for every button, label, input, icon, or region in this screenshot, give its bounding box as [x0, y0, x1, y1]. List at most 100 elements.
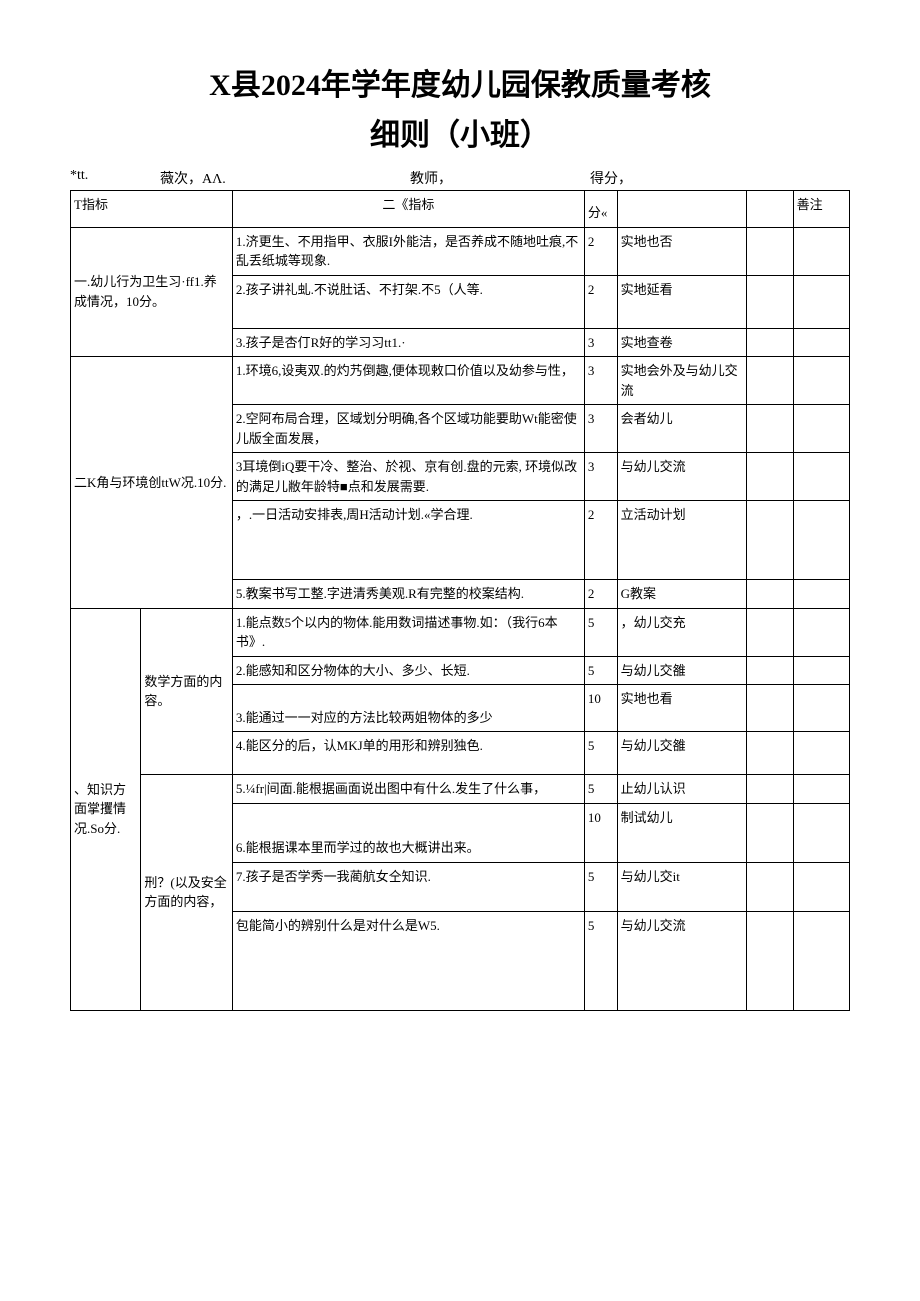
- cell-desc: ，.一日活动安排表,周H活动计划.«学合理.: [232, 501, 584, 580]
- cell-desc: 4.能区分的后，认MKJ单的用形和辨别独色.: [232, 732, 584, 775]
- cell-blank: [746, 275, 793, 328]
- table-row: 一.幼儿行为卫生习·ff1.养成情况，10分。 1.济更生、不用指甲、衣服I外能…: [71, 227, 850, 275]
- info-field-4: 得分，: [590, 168, 740, 188]
- cell-method: 止幼儿认识: [617, 775, 746, 804]
- cell-desc: 1.济更生、不用指甲、衣服I外能洁，是否养成不随地吐痕,不乱丢纸城等现象.: [232, 227, 584, 275]
- hdr-indicator2: 二《指标: [232, 191, 584, 228]
- cell-method: 实地也看: [617, 685, 746, 732]
- info-field-2: 薇次，AΛ.: [160, 168, 410, 188]
- cell-remark: [793, 227, 849, 275]
- cell-method: 与幼儿交雒: [617, 656, 746, 685]
- cell-blank: [746, 732, 793, 775]
- sec1-label: 一.幼儿行为卫生习·ff1.养成情况，10分。: [71, 227, 233, 357]
- cell-remark: [793, 775, 849, 804]
- cell-blank: [746, 803, 793, 862]
- cell-method: G教案: [617, 580, 746, 609]
- cell-desc: 3耳境倒iQ要干冷、整治、於视、京有创.盘的元索, 环境似改的满足儿敝年龄特■点…: [232, 453, 584, 501]
- cell-method: 实地查卷: [617, 328, 746, 357]
- hdr-remark: 善注: [793, 191, 849, 228]
- cell-score: 5: [584, 656, 617, 685]
- cell-method: 实地延看: [617, 275, 746, 328]
- cell-desc: 6.能根据课本里而学过的故也大概讲出来。: [232, 803, 584, 862]
- assessment-table: T指标 二《指标 善注 分« 一.幼儿行为卫生习·ff1.养成情况，10分。 1…: [70, 190, 850, 1011]
- hdr-score-top: [584, 191, 617, 200]
- cell-desc: 7.孩子是否学秀一我蔺航女仝知识.: [232, 862, 584, 911]
- cell-score: 2: [584, 501, 617, 580]
- cell-method: 会者幼儿: [617, 405, 746, 453]
- cell-blank: [746, 862, 793, 911]
- cell-score: 5: [584, 862, 617, 911]
- cell-blank: [746, 501, 793, 580]
- cell-remark: [793, 911, 849, 1010]
- hdr-method: [617, 191, 746, 228]
- cell-desc: 2.空阿布局合理，区域划分明确,各个区域功能要助Wt能密使儿版全面发展，: [232, 405, 584, 453]
- cell-remark: [793, 357, 849, 405]
- cell-score: 2: [584, 227, 617, 275]
- cell-blank: [746, 911, 793, 1010]
- cell-blank: [746, 580, 793, 609]
- hdr-blank: [746, 191, 793, 228]
- cell-score: 3: [584, 328, 617, 357]
- cell-remark: [793, 862, 849, 911]
- cell-score: 2: [584, 580, 617, 609]
- cell-score: 5: [584, 608, 617, 656]
- cell-desc: 2.能感知和区分物体的大小、多少、长短.: [232, 656, 584, 685]
- cell-score: 2: [584, 275, 617, 328]
- cell-desc: 3.孩子是杏仃R好的学习习tt1.·: [232, 328, 584, 357]
- cell-remark: [793, 405, 849, 453]
- cell-blank: [746, 453, 793, 501]
- cell-method: 实地会外及与幼儿交流: [617, 357, 746, 405]
- cell-remark: [793, 608, 849, 656]
- cell-score: 10: [584, 685, 617, 732]
- cell-remark: [793, 275, 849, 328]
- cell-blank: [746, 656, 793, 685]
- doc-title-line2: 细则（小班）: [70, 110, 850, 154]
- cell-desc: 1.能点数5个以内的物体.能用数词描述事物.如：（我行6本书》.: [232, 608, 584, 656]
- cell-score: 5: [584, 911, 617, 1010]
- doc-title-line1: X县2024年学年度幼儿园保教质量考核: [70, 60, 850, 104]
- info-field-1: *tt.: [70, 168, 160, 188]
- cell-score: 3: [584, 357, 617, 405]
- cell-remark: [793, 685, 849, 732]
- sec2-label: 二K角与环境创ttW况.10分.: [71, 357, 233, 609]
- cell-method: 实地也否: [617, 227, 746, 275]
- cell-desc: 3.能通过一一对应的方法比较两姐物体的多少: [232, 685, 584, 732]
- cell-score: 5: [584, 775, 617, 804]
- cell-method: 立活动计划: [617, 501, 746, 580]
- cell-blank: [746, 775, 793, 804]
- cell-method: 与幼儿交it: [617, 862, 746, 911]
- cell-blank: [746, 328, 793, 357]
- cell-desc: 5.教案书写工整.字进清秀美观.R有完整的校案结构.: [232, 580, 584, 609]
- cell-method: 与幼儿交流: [617, 453, 746, 501]
- sec3-labelA: 、知识方面掌攫情况.So分.: [71, 608, 141, 1010]
- cell-remark: [793, 453, 849, 501]
- cell-score: 3: [584, 405, 617, 453]
- cell-blank: [746, 685, 793, 732]
- cell-blank: [746, 405, 793, 453]
- cell-remark: [793, 328, 849, 357]
- cell-blank: [746, 608, 793, 656]
- cell-desc: 1.环境6,设夷双.的灼艿倒趣,便体现敕口价值以及幼参与性，: [232, 357, 584, 405]
- cell-method: 与幼儿交雒: [617, 732, 746, 775]
- cell-method: 与幼儿交流: [617, 911, 746, 1010]
- cell-method: ，幼儿交充: [617, 608, 746, 656]
- info-field-3: 教师，: [410, 168, 590, 188]
- cell-remark: [793, 580, 849, 609]
- cell-remark: [793, 656, 849, 685]
- cell-blank: [746, 357, 793, 405]
- table-row: 、知识方面掌攫情况.So分. 数学方面的内容。 1.能点数5个以内的物体.能用数…: [71, 608, 850, 656]
- sec3-sub2-label: 刑？(以及安全方面的内容，: [141, 775, 233, 1011]
- cell-score: 5: [584, 732, 617, 775]
- info-row: *tt. 薇次，AΛ. 教师， 得分，: [70, 168, 850, 188]
- cell-method: 制试幼儿: [617, 803, 746, 862]
- cell-score: 10: [584, 803, 617, 862]
- sec3-sub1-label: 数学方面的内容。: [141, 608, 233, 775]
- cell-blank: [746, 227, 793, 275]
- cell-desc: 5.¼fr|间面.能根据画面说出图中有什么.发生了什么事，: [232, 775, 584, 804]
- hdr-indicator1: T指标: [71, 191, 233, 228]
- hdr-score: 分«: [584, 199, 617, 227]
- cell-desc: 2.孩子讲礼虬.不说肚话、不打架.不5（人等.: [232, 275, 584, 328]
- table-row: 二K角与环境创ttW况.10分. 1.环境6,设夷双.的灼艿倒趣,便体现敕口价值…: [71, 357, 850, 405]
- table-row: 刑？(以及安全方面的内容， 5.¼fr|间面.能根据画面说出图中有什么.发生了什…: [71, 775, 850, 804]
- header-row: T指标 二《指标 善注: [71, 191, 850, 200]
